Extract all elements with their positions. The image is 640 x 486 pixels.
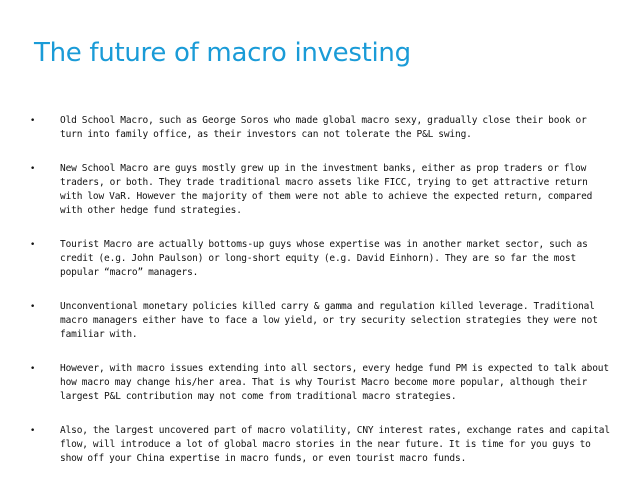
bullet-text: Old School Macro, such as George Soros w… — [60, 115, 587, 140]
bullet-icon: • — [30, 164, 36, 174]
bullet-item-cny-volatility: • Also, the largest uncovered part of ma… — [30, 424, 610, 466]
bullet-icon: • — [30, 240, 36, 250]
bullet-list: • Old School Macro, such as George Soros… — [30, 114, 610, 486]
bullet-item-old-school-macro: • Old School Macro, such as George Soros… — [30, 114, 610, 142]
bullet-item-monetary-policies: • Unconventional monetary policies kille… — [30, 300, 610, 342]
bullet-icon: • — [30, 302, 36, 312]
slide-title: The future of macro investing — [34, 38, 411, 68]
bullet-text: However, with macro issues extending int… — [60, 363, 609, 402]
bullet-text: Unconventional monetary policies killed … — [60, 301, 598, 340]
slide: The future of macro investing • Old Scho… — [30, 38, 611, 464]
bullet-item-new-school-macro: • New School Macro are guys mostly grew … — [30, 162, 610, 218]
bullet-icon: • — [30, 364, 36, 374]
bullet-icon: • — [30, 426, 36, 436]
bullet-text: Also, the largest uncovered part of macr… — [60, 425, 610, 464]
bullet-text: Tourist Macro are actually bottoms-up gu… — [60, 239, 588, 278]
bullet-text: New School Macro are guys mostly grew up… — [60, 163, 593, 216]
bullet-icon: • — [30, 116, 36, 126]
bullet-item-tourist-macro: • Tourist Macro are actually bottoms-up … — [30, 238, 610, 280]
bullet-item-macro-issues: • However, with macro issues extending i… — [30, 362, 610, 404]
